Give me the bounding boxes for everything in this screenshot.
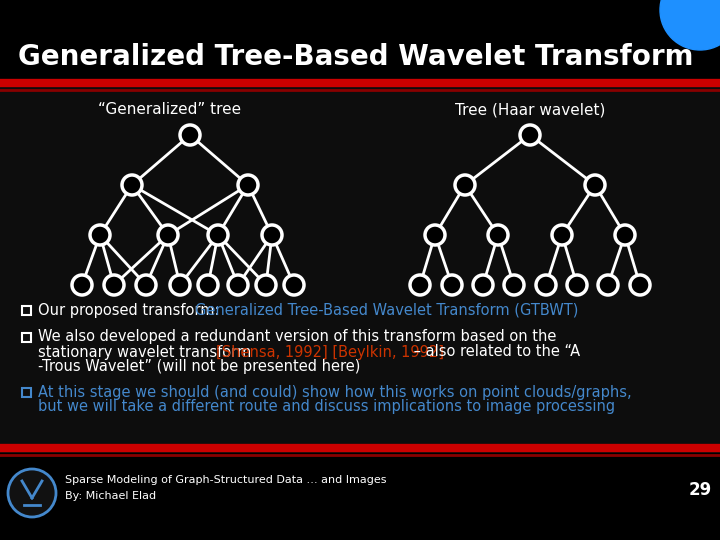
- Text: [Shensa, 1992] [Beylkin, 1992]: [Shensa, 1992] [Beylkin, 1992]: [216, 345, 444, 360]
- Text: stationary wavelet transform: stationary wavelet transform: [38, 345, 256, 360]
- Circle shape: [256, 275, 276, 295]
- Text: We also developed a redundant version of this transform based on the: We also developed a redundant version of…: [38, 329, 557, 345]
- Circle shape: [552, 225, 572, 245]
- Circle shape: [660, 0, 720, 50]
- Circle shape: [585, 175, 605, 195]
- Circle shape: [455, 175, 475, 195]
- Circle shape: [158, 225, 178, 245]
- Circle shape: [615, 225, 635, 245]
- Text: By: Michael Elad: By: Michael Elad: [65, 491, 156, 501]
- FancyBboxPatch shape: [0, 0, 720, 85]
- FancyBboxPatch shape: [0, 85, 720, 453]
- Circle shape: [228, 275, 248, 295]
- Circle shape: [170, 275, 190, 295]
- Text: 29: 29: [688, 481, 711, 499]
- Circle shape: [567, 275, 587, 295]
- Text: but we will take a different route and discuss implications to image processing: but we will take a different route and d…: [38, 400, 615, 415]
- Circle shape: [136, 275, 156, 295]
- Circle shape: [238, 175, 258, 195]
- Circle shape: [425, 225, 445, 245]
- Circle shape: [520, 125, 540, 145]
- Circle shape: [410, 275, 430, 295]
- Circle shape: [180, 125, 200, 145]
- Text: – also related to the “A: – also related to the “A: [409, 345, 580, 360]
- Circle shape: [104, 275, 124, 295]
- Circle shape: [198, 275, 218, 295]
- Circle shape: [72, 275, 92, 295]
- Circle shape: [630, 275, 650, 295]
- Text: Sparse Modeling of Graph-Structured Data … and Images: Sparse Modeling of Graph-Structured Data…: [65, 475, 387, 485]
- Circle shape: [598, 275, 618, 295]
- Text: At this stage we should (and could) show how this works on point clouds/graphs,: At this stage we should (and could) show…: [38, 384, 631, 400]
- Circle shape: [442, 275, 462, 295]
- Circle shape: [536, 275, 556, 295]
- Circle shape: [488, 225, 508, 245]
- Circle shape: [504, 275, 524, 295]
- Circle shape: [8, 469, 56, 517]
- Text: “Generalized” tree: “Generalized” tree: [99, 103, 242, 118]
- Text: Generalized Tree-Based Wavelet Transform (GTBWT): Generalized Tree-Based Wavelet Transform…: [195, 302, 578, 318]
- Text: Our proposed transform:: Our proposed transform:: [38, 302, 224, 318]
- Text: Tree (Haar wavelet): Tree (Haar wavelet): [455, 103, 606, 118]
- Text: Generalized Tree-Based Wavelet Transform: Generalized Tree-Based Wavelet Transform: [18, 43, 693, 71]
- Circle shape: [90, 225, 110, 245]
- Text: -Trous Wavelet” (will not be presented here): -Trous Wavelet” (will not be presented h…: [38, 360, 361, 375]
- Circle shape: [262, 225, 282, 245]
- Circle shape: [473, 275, 493, 295]
- FancyBboxPatch shape: [0, 453, 720, 540]
- Circle shape: [208, 225, 228, 245]
- Circle shape: [284, 275, 304, 295]
- Circle shape: [122, 175, 142, 195]
